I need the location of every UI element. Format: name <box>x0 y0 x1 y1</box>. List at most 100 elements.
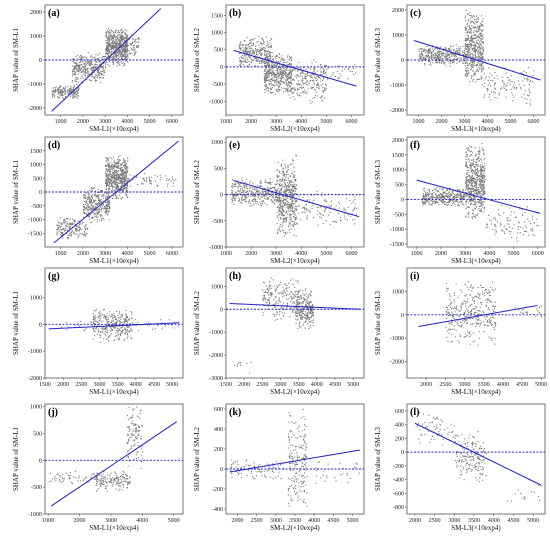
data-point <box>481 57 483 59</box>
data-point <box>527 78 529 80</box>
data-point <box>85 202 87 204</box>
data-point <box>94 195 96 197</box>
data-point <box>116 185 118 187</box>
data-point <box>100 216 102 218</box>
data-point <box>106 50 108 52</box>
data-point <box>88 63 90 65</box>
data-point <box>528 88 530 90</box>
data-point <box>124 64 126 66</box>
data-point <box>234 200 236 202</box>
data-point <box>65 225 67 227</box>
data-point <box>275 54 277 56</box>
data-point <box>109 180 111 182</box>
data-point <box>128 50 130 52</box>
data-point <box>106 207 108 209</box>
data-point <box>109 45 111 47</box>
data-point <box>98 208 100 210</box>
data-point <box>473 22 475 24</box>
data-point <box>246 185 248 187</box>
data-point <box>72 86 74 88</box>
data-point <box>276 55 278 57</box>
data-point <box>82 212 84 214</box>
data-point <box>63 88 65 90</box>
data-point <box>290 65 292 67</box>
data-point <box>239 185 241 187</box>
data-point <box>120 189 122 191</box>
data-point <box>63 228 65 230</box>
data-point <box>122 53 124 55</box>
y-tick-label: 1000 <box>211 31 223 37</box>
data-point <box>241 178 243 180</box>
data-point <box>100 71 102 73</box>
data-point <box>80 58 82 60</box>
data-point <box>285 167 287 169</box>
data-point <box>289 74 291 76</box>
data-point <box>119 45 121 47</box>
data-point <box>438 58 440 60</box>
data-point <box>135 42 137 44</box>
data-point <box>102 200 104 202</box>
panel-a: 1000 2000 3000 4000 5000 6000-2000-1000010002… <box>12 4 184 133</box>
data-point <box>96 71 98 73</box>
data-point <box>465 9 467 11</box>
data-point <box>475 37 477 39</box>
data-point <box>125 56 127 58</box>
data-point <box>290 64 292 66</box>
data-point <box>272 84 274 86</box>
data-point <box>285 75 287 77</box>
data-point <box>124 177 126 179</box>
data-point <box>65 229 67 231</box>
data-point <box>255 57 257 59</box>
data-point <box>426 54 428 56</box>
data-point <box>95 66 97 68</box>
data-point <box>93 200 95 202</box>
data-point <box>79 68 81 70</box>
data-point <box>62 232 64 234</box>
data-point <box>159 179 161 181</box>
data-point <box>482 49 484 51</box>
data-point <box>116 46 118 48</box>
data-point <box>307 73 309 75</box>
data-point <box>530 80 532 82</box>
data-point <box>267 61 269 63</box>
data-point <box>323 78 325 80</box>
data-point <box>121 52 123 54</box>
data-point <box>111 181 113 183</box>
data-point <box>269 187 271 189</box>
data-point <box>249 187 251 189</box>
data-point <box>73 86 75 88</box>
x-tick-label: 2000 <box>245 119 257 125</box>
data-point <box>75 223 77 225</box>
data-point <box>105 160 107 162</box>
data-point <box>502 87 504 89</box>
data-point <box>447 54 449 56</box>
data-point <box>132 41 134 43</box>
data-point <box>284 61 286 63</box>
data-point <box>277 82 279 84</box>
data-point <box>118 178 120 180</box>
data-point <box>250 62 252 64</box>
data-point <box>231 179 233 181</box>
data-point <box>117 191 119 193</box>
data-point <box>250 50 252 52</box>
data-point <box>263 60 265 62</box>
data-point <box>112 45 114 47</box>
fit-line <box>53 140 179 244</box>
data-point <box>105 53 107 55</box>
data-point <box>290 77 292 79</box>
data-point <box>112 182 114 184</box>
data-point <box>482 58 484 60</box>
data-point <box>107 56 109 58</box>
data-point <box>123 165 125 167</box>
data-point <box>114 36 116 38</box>
data-point <box>234 184 236 186</box>
data-point <box>91 205 93 207</box>
data-point <box>505 85 507 87</box>
data-point <box>111 37 113 39</box>
data-point <box>510 88 512 90</box>
data-point <box>266 65 268 67</box>
data-point <box>298 83 300 85</box>
data-point <box>71 71 73 73</box>
data-point <box>252 194 254 196</box>
data-point <box>247 195 249 197</box>
